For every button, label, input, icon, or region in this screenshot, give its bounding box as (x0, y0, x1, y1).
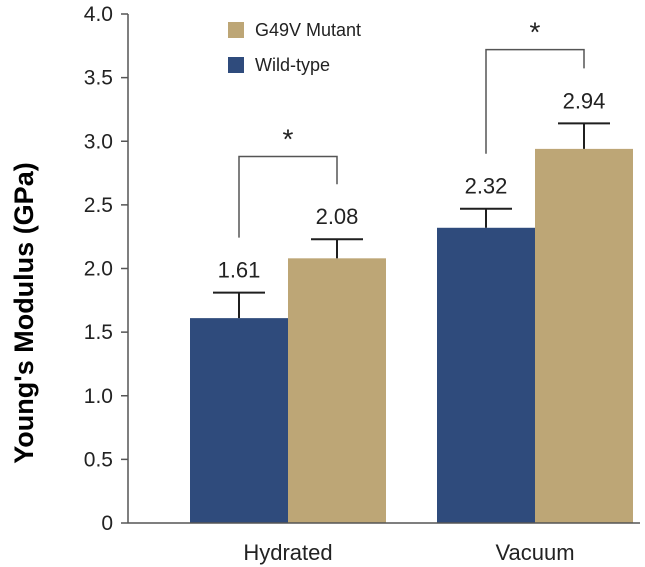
bar (437, 227, 535, 523)
significance-brackets: ** (238, 17, 585, 238)
y-tick-label: 2.0 (84, 258, 113, 281)
x-category-label: Hydrated (243, 540, 332, 565)
y-tick-label: 4.0 (84, 3, 113, 26)
legend-label: G49V Mutant (255, 20, 361, 40)
data-label: 1.61 (218, 258, 261, 283)
bars (190, 148, 633, 523)
y-tick-label: 3.0 (84, 130, 113, 153)
data-label: 2.08 (316, 204, 359, 229)
bar (190, 318, 288, 523)
y-tick-label: 3.5 (84, 67, 113, 90)
data-labels: 1.61 2.32 2.08 2.94 (218, 88, 606, 282)
significance-bracket (238, 155, 338, 238)
legend-swatch (228, 57, 244, 73)
y-tick-label: 0.5 (84, 448, 113, 471)
data-label: 2.32 (465, 174, 508, 199)
x-axis: Hydrated Vacuum (128, 522, 640, 565)
y-tick-label: 1.0 (84, 385, 113, 408)
significance-marker: * (530, 17, 541, 48)
y-tick-label: 1.5 (84, 321, 113, 344)
legend-label: Wild-type (255, 55, 330, 75)
y-axis: 0 0.5 1.0 1.5 2.0 2.5 3.0 3.5 4.0 (84, 3, 129, 535)
y-tick-label: 0 (101, 512, 113, 535)
legend: G49V Mutant Wild-type (228, 20, 361, 75)
data-label: 2.94 (563, 88, 606, 113)
legend-swatch (228, 22, 244, 38)
bar (288, 258, 386, 523)
y-tick-label: 2.5 (84, 194, 113, 217)
error-bars (213, 122, 610, 319)
significance-marker: * (283, 124, 294, 155)
bar (535, 148, 633, 523)
y-axis-label: Young's Modulus (GPa) (9, 162, 39, 463)
x-category-label: Vacuum (495, 540, 574, 565)
significance-bracket (485, 48, 585, 154)
